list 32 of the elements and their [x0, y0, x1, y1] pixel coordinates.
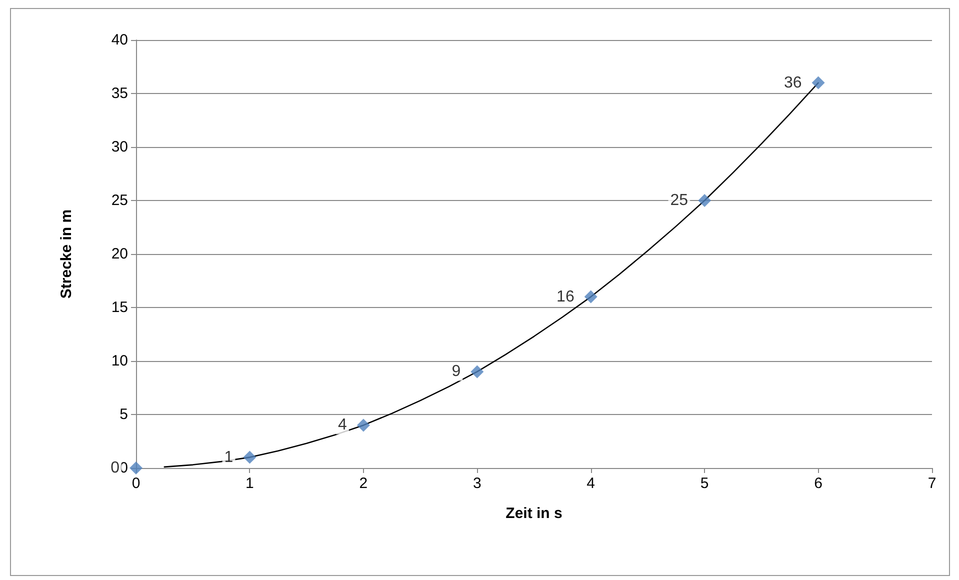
y-tick-label: 15 — [111, 299, 128, 316]
x-tick-label: 7 — [928, 475, 936, 492]
y-tick-label: 10 — [111, 352, 128, 370]
x-tick-label: 1 — [246, 475, 254, 492]
x-axis-title: Zeit in s — [506, 505, 562, 522]
point — [812, 76, 825, 90]
data-label: 25 — [670, 192, 688, 209]
y-tick-label: 5 — [120, 406, 128, 423]
data-label: 4 — [338, 416, 348, 434]
point — [584, 290, 598, 304]
x-tick-label: 6 — [814, 475, 822, 492]
x-tick-label: 4 — [586, 475, 596, 492]
x-tick-label: 0 — [132, 475, 140, 492]
x-tick-label: 2 — [359, 475, 368, 492]
x-tick-label: 5 — [700, 475, 709, 492]
y-tick-label: 20 — [111, 246, 128, 262]
y-tick-label: 25 — [111, 192, 128, 209]
data-label: 16 — [556, 288, 574, 306]
y-tick-label: 0 — [120, 460, 128, 476]
point — [130, 462, 142, 474]
point — [470, 365, 484, 378]
point — [698, 194, 712, 207]
x-tick-label: 3 — [472, 475, 482, 492]
y-axis-title: Strecke in m — [58, 209, 75, 299]
point — [243, 450, 256, 464]
point — [356, 418, 370, 432]
y-tick-label: 40 — [111, 32, 128, 48]
y-tick-label: 30 — [111, 138, 128, 156]
data-label: 36 — [784, 74, 802, 92]
data-label: 1 — [224, 448, 234, 466]
y-tick-label: 35 — [111, 85, 128, 102]
data-label: 9 — [452, 363, 461, 380]
